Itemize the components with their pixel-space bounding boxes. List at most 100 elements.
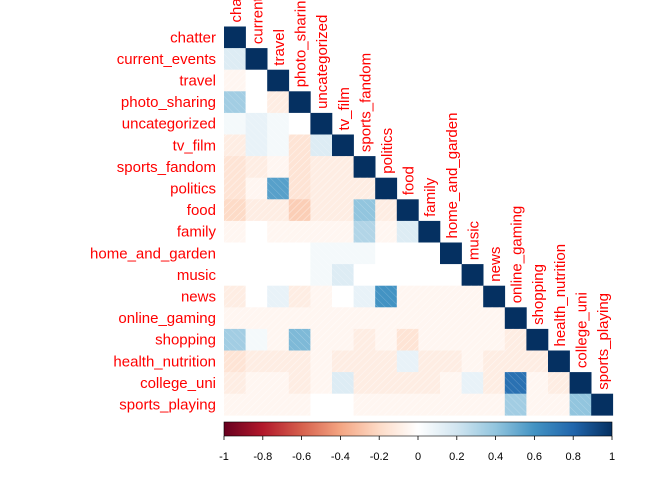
cell-hatch: [483, 307, 505, 329]
cell-hatch: [375, 199, 397, 221]
cell-hatch: [310, 220, 332, 243]
cell-home_and_garden-family: [418, 242, 441, 265]
colorbar-tick-label: 0.4: [488, 451, 503, 463]
cell-hatch: [245, 372, 268, 394]
cell-home_and_garden-travel: [267, 242, 290, 265]
colorbar-ticks: -1 -0.8 -0.6 -0.4 -0.2 0 0.2 0.4 0.6 0.8 1: [219, 436, 615, 463]
cell-hatch: [310, 307, 332, 329]
cell-hatch: [353, 328, 376, 351]
cell-hatch: [288, 177, 311, 200]
cell-hatch: [396, 328, 419, 351]
cell-hatch: [353, 350, 376, 373]
cell-music-home_and_garden: [440, 264, 462, 286]
cell-hatch: [526, 393, 548, 416]
row-label-sports_playing: sports_playing: [119, 396, 216, 413]
cell-home_and_garden-chatter: [224, 242, 246, 265]
cell-hatch: [310, 350, 332, 373]
cell-hatch: [418, 350, 440, 373]
cell-hatch: [332, 156, 354, 178]
cell-college_uni-college_uni: [569, 372, 592, 394]
cell-hatch: [332, 177, 354, 200]
cell-hatch: [332, 372, 354, 394]
cell-hatch: [375, 372, 397, 394]
cell-news-news: [483, 285, 506, 308]
cell-hatch: [353, 307, 376, 329]
cell-hatch: [245, 350, 268, 373]
cell-hatch: [310, 285, 332, 308]
cell-hatch: [224, 48, 246, 70]
cell-hatch: [353, 372, 376, 394]
colorbar-tick-label: -0.4: [331, 451, 350, 463]
cell-hatch: [418, 285, 440, 308]
cell-hatch: [440, 372, 462, 394]
colorbar-tick-label: -0.8: [253, 451, 272, 463]
cell-hatch: [267, 285, 289, 308]
cell-hatch: [461, 285, 484, 308]
colorbar: -1 -0.8 -0.6 -0.4 -0.2 0 0.2 0.4 0.6 0.8 1: [219, 421, 615, 463]
col-label-family: family: [422, 177, 439, 217]
cell-hatch: [288, 372, 311, 394]
cell-music-food: [396, 264, 419, 286]
cell-food-food: [396, 199, 419, 222]
cell-chatter-chatter: [224, 26, 246, 49]
col-label-home_and_garden: home_and_garden: [444, 113, 461, 239]
cell-hatch: [224, 177, 246, 200]
col-label-sports_fandom: sports_fandom: [357, 53, 374, 152]
cell-sports_playing-uncategorized: [310, 393, 333, 416]
row-label-sports_fandom: sports_fandom: [117, 159, 216, 176]
row-label-news: news: [181, 288, 216, 305]
colorbar-tick-label: 0.8: [566, 451, 581, 463]
cell-hatch: [353, 285, 376, 308]
colorbar-tick-label: 0.2: [449, 451, 464, 463]
cell-hatch: [288, 199, 311, 221]
cell-hatch: [396, 220, 419, 243]
cell-hatch: [332, 264, 354, 286]
cell-hatch: [569, 393, 592, 416]
cell-hatch: [224, 307, 246, 329]
cell-hatch: [267, 177, 289, 200]
cell-hatch: [245, 199, 268, 221]
col-label-health_nutrition: health_nutrition: [552, 244, 569, 347]
cell-music-photo_sharing: [288, 264, 311, 286]
cell-hatch: [504, 393, 527, 416]
cell-hatch: [353, 199, 376, 221]
cell-hatch: [267, 156, 289, 178]
cell-hatch: [267, 199, 289, 221]
cell-music-current_events: [245, 264, 268, 286]
cell-music-sports_fandom: [353, 264, 376, 286]
col-label-travel: travel: [271, 29, 288, 66]
cell-hatch: [288, 285, 311, 308]
colorbar-tick-label: -1: [219, 451, 229, 463]
cell-hatch: [267, 393, 289, 416]
cell-home_and_garden-photo_sharing: [288, 242, 311, 265]
cell-hatch: [396, 350, 419, 373]
cell-uncategorized-uncategorized: [310, 112, 333, 135]
col-label-shopping: shopping: [530, 264, 547, 325]
cell-hatch: [375, 307, 397, 329]
cell-hatch: [310, 156, 332, 178]
cell-hatch: [224, 393, 246, 416]
cell-hatch: [418, 372, 440, 394]
cell-hatch: [245, 156, 268, 178]
cell-hatch: [267, 91, 289, 113]
cell-music-travel: [267, 264, 290, 286]
cell-hatch: [267, 220, 289, 243]
cell-hatch: [288, 307, 311, 329]
row-label-current_events: current_events: [117, 51, 216, 68]
cell-hatch: [418, 328, 440, 351]
cell-hatch: [504, 350, 527, 373]
row-label-travel: travel: [179, 72, 216, 89]
cell-hatch: [310, 372, 332, 394]
cell-photo_sharing-current_events: [245, 91, 268, 114]
row-label-online_gaming: online_gaming: [118, 310, 216, 327]
cell-hatch: [310, 264, 332, 286]
col-label-current_events: current_events: [249, 0, 266, 44]
cell-hatch: [267, 328, 289, 351]
cell-hatch: [461, 350, 484, 373]
colorbar-tick-label: 1: [609, 451, 615, 463]
cell-hatch: [332, 328, 354, 351]
row-label-shopping: shopping: [155, 332, 216, 349]
col-label-sports_playing: sports_playing: [595, 293, 612, 390]
